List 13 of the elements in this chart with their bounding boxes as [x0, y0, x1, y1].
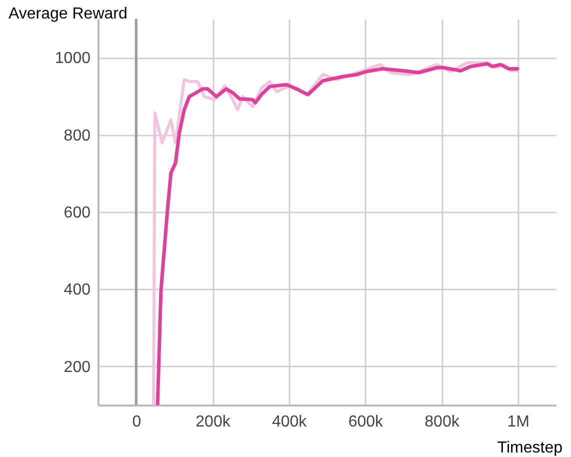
x-tick-label: 600k: [348, 414, 384, 430]
x-axis-title: Timestep: [497, 440, 563, 456]
y-axis-title: Average Reward: [8, 6, 128, 22]
y-tick-label: 1000: [54, 50, 91, 68]
x-tick-label: 400k: [272, 414, 308, 430]
x-tick-label: 0: [132, 414, 142, 430]
x-tick-label: 1M: [507, 414, 530, 430]
x-tick-label: 800k: [424, 414, 460, 430]
y-tick-label: 600: [64, 204, 91, 222]
y-tick-label: 200: [64, 358, 91, 376]
y-tick-label: 800: [64, 127, 91, 144]
x-tick-label: 200k: [196, 414, 232, 430]
y-tick-label: 400: [64, 282, 91, 299]
